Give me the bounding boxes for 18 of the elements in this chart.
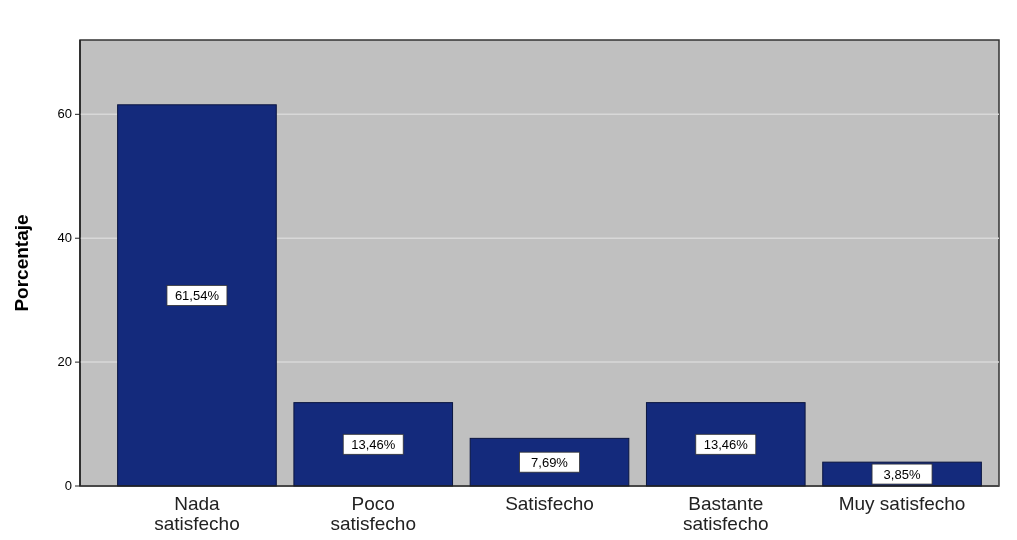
y-tick-label: 40 <box>57 230 72 246</box>
bar <box>117 104 277 487</box>
y-tick-label: 20 <box>57 354 72 370</box>
x-tick-label: Muy satisfecho <box>838 493 966 514</box>
x-tick-label: Poco satisfecho <box>330 493 416 534</box>
y-axis-title: Porcentaje <box>11 214 32 312</box>
data-label: 7,69% <box>531 455 569 471</box>
x-tick-label: Nada satisfecho <box>154 493 240 534</box>
y-tick-label: 60 <box>57 106 72 122</box>
y-tick-label: 0 <box>64 478 72 493</box>
data-label: 13,46% <box>351 437 396 453</box>
x-tick-label: Bastante satisfecho <box>683 493 769 534</box>
data-label: 13,46% <box>703 437 749 453</box>
bar <box>293 402 454 487</box>
data-label: 3,85% <box>883 467 921 483</box>
data-label: 61,54% <box>174 288 220 304</box>
x-tick-label: Satisfecho <box>505 493 594 514</box>
bar <box>645 402 806 487</box>
